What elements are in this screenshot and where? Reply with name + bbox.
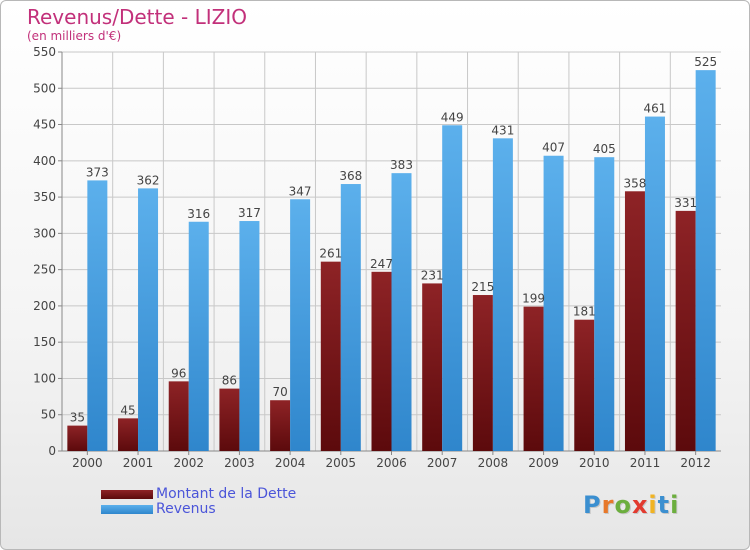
bar-dette (624, 191, 645, 451)
bar-revenus (492, 138, 513, 451)
x-tick-label: 2009 (528, 456, 559, 470)
bar-dette (422, 283, 443, 451)
y-tick-label: 300 (33, 226, 56, 240)
y-tick-label: 0 (48, 444, 56, 458)
data-label-revenus: 317 (238, 206, 261, 220)
x-tick-label: 2002 (173, 456, 204, 470)
y-tick-label: 150 (33, 335, 56, 349)
x-tick-label: 2005 (326, 456, 357, 470)
legend-label-revenus: Revenus (156, 501, 216, 517)
bar-revenus (138, 188, 159, 452)
data-label-revenus: 449 (441, 110, 464, 124)
bar-revenus (543, 155, 564, 452)
data-label-revenus: 525 (694, 55, 717, 69)
data-label-revenus: 373 (86, 165, 109, 179)
y-tick-label: 400 (33, 154, 56, 168)
bar-dette (675, 210, 696, 451)
x-tick-label: 2003 (224, 456, 255, 470)
bar-dette (219, 388, 240, 451)
x-tick-label: 2008 (478, 456, 509, 470)
data-label-revenus: 316 (187, 207, 210, 221)
data-label-revenus: 405 (593, 142, 616, 156)
y-tick-label: 100 (33, 371, 56, 385)
logo-letter: t (657, 491, 671, 519)
y-tick-label: 450 (33, 118, 56, 132)
bar-dette (523, 306, 544, 451)
x-tick-label: 2011 (630, 456, 661, 470)
y-tick-label: 550 (33, 45, 56, 59)
x-tick-label: 2012 (680, 456, 711, 470)
data-label-dette: 247 (370, 257, 393, 271)
bar-dette (320, 261, 341, 451)
y-tick-label: 200 (33, 299, 56, 313)
data-label-dette: 331 (674, 196, 697, 210)
bar-revenus (695, 70, 716, 452)
data-label-dette: 181 (573, 305, 596, 319)
x-tick-label: 2007 (427, 456, 458, 470)
bars (67, 70, 716, 452)
x-tick-label: 2006 (376, 456, 407, 470)
logo-letter: P (583, 491, 602, 519)
x-tick-label: 2004 (275, 456, 306, 470)
labels: 0 50 100 150 200 250 300 350 400 450 500 550 35 373 20… (33, 45, 717, 470)
bar-dette (371, 271, 392, 451)
legend-label-debt: Montant de la Dette (156, 486, 297, 502)
data-label-dette: 86 (222, 374, 237, 388)
legend-swatch-debt (101, 490, 153, 499)
proxiti-logo: Proxiti (583, 491, 679, 519)
data-label-dette: 199 (522, 292, 545, 306)
bar-revenus (644, 116, 665, 451)
bar-revenus (188, 221, 209, 451)
chart-subtitle: (en milliers d'€) (27, 29, 122, 43)
y-tick-label: 500 (33, 81, 56, 95)
legend-swatch-revenus (101, 505, 153, 514)
logo-letter: r (601, 491, 615, 519)
bar-dette (270, 400, 291, 451)
bar-revenus (391, 173, 412, 451)
data-label-dette: 261 (319, 247, 342, 261)
data-label-revenus: 383 (390, 158, 413, 172)
data-label-revenus: 431 (491, 123, 514, 137)
data-label-dette: 215 (471, 280, 494, 294)
data-label-dette: 70 (272, 385, 287, 399)
bar-dette (574, 319, 595, 451)
data-label-dette: 96 (171, 366, 186, 380)
y-tick-label: 50 (41, 408, 56, 422)
data-label-revenus: 368 (339, 169, 362, 183)
data-label-dette: 231 (421, 268, 444, 282)
y-tick-label: 350 (33, 190, 56, 204)
data-label-revenus: 461 (644, 102, 667, 116)
bar-revenus (594, 157, 615, 451)
data-label-revenus: 407 (542, 141, 565, 155)
bar-dette (67, 425, 88, 451)
logo-letter: i (670, 491, 680, 519)
data-label-revenus: 362 (137, 173, 160, 187)
bar-revenus (87, 180, 108, 451)
x-tick-label: 2001 (123, 456, 154, 470)
bar-dette (472, 295, 493, 451)
logo-letter: i (648, 491, 658, 519)
bar-dette (168, 381, 189, 451)
data-label-dette: 358 (624, 176, 647, 190)
bar-revenus (290, 199, 311, 451)
data-label-revenus: 347 (289, 184, 312, 198)
bar-revenus (442, 125, 463, 452)
data-label-dette: 45 (120, 403, 135, 417)
data-label-dette: 35 (70, 411, 85, 425)
x-tick-label: 2000 (72, 456, 103, 470)
bar-revenus (340, 184, 361, 452)
x-tick-label: 2010 (579, 456, 610, 470)
y-tick-label: 250 (33, 263, 56, 277)
logo-letter: x (631, 491, 649, 519)
logo-letter: o (614, 491, 632, 519)
bar-dette (118, 418, 139, 451)
chart-title: Revenus/Dette - LIZIO (27, 5, 247, 29)
bar-revenus (239, 221, 260, 451)
